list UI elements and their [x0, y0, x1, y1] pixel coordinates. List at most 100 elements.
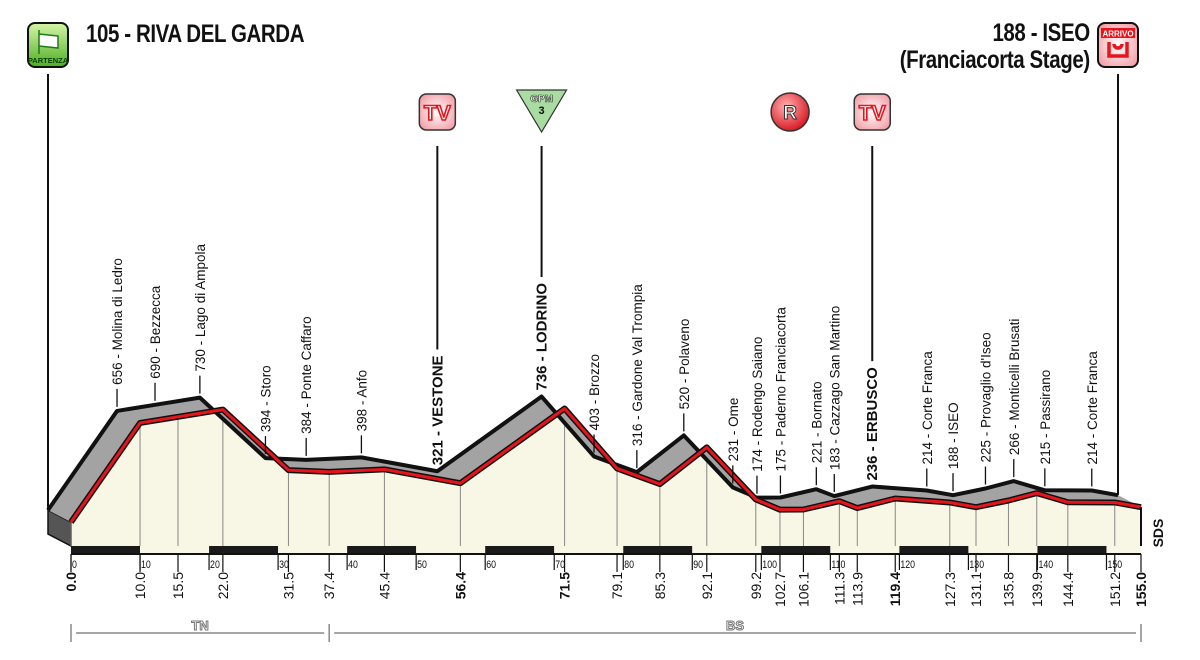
place-label: 520 - Polaveno: [677, 319, 692, 410]
km-point-label: 56.4: [452, 572, 468, 599]
finish-rider-icon: [1107, 42, 1129, 58]
km-point-label: 139.9: [1029, 572, 1045, 607]
place-label: 214 - Corte Franca: [1085, 351, 1100, 465]
km-point-label: 45.4: [376, 572, 392, 599]
km-point-label: 106.1: [795, 572, 811, 607]
sprint-marker-icon: [770, 92, 810, 132]
region-label: BS: [726, 618, 744, 633]
place-label: 231 - Ome: [726, 398, 741, 462]
km-strip-segment: [485, 546, 555, 553]
place-label: 394 - Storo: [258, 365, 273, 432]
place-label: 188 - ISEO: [946, 402, 961, 469]
gpm-label: GPM: [530, 94, 553, 105]
finish-banner: [1101, 28, 1135, 38]
km-strip-segment: [968, 546, 1038, 553]
km-point-label: 15.5: [170, 572, 186, 599]
km-strip-segment: [278, 546, 348, 553]
km-tick-label: 100: [762, 559, 777, 571]
km-point-label: 79.1: [609, 572, 625, 599]
km-point-label: 102.7: [772, 572, 788, 607]
finish-icon-label: ARRIVO: [1102, 30, 1133, 39]
km-strip-segment: [830, 546, 900, 553]
km-tick-label: 110: [831, 559, 845, 571]
km-tick-label: 60: [486, 559, 496, 571]
km-tick-label: 40: [348, 559, 358, 571]
place-label: 175 - Paderno Franciacorta: [773, 307, 788, 472]
km-strip-segment: [761, 546, 831, 553]
km-strip-segment: [347, 546, 417, 553]
start-title: 105 - RIVA DEL GARDA: [86, 20, 305, 48]
km-tick-label: 130: [969, 559, 984, 571]
finish-town: 188 - ISEO: [992, 19, 1091, 47]
place-label: 183 - Cazzago San Martino: [827, 306, 842, 470]
km-point-label: 151.2: [1107, 572, 1123, 607]
km-point-label: 131.1: [968, 572, 984, 607]
km-point-label: 135.8: [1000, 572, 1016, 607]
km-strip-segment: [71, 546, 141, 553]
km-strip-segment: [416, 546, 486, 553]
km-point-label: 119.4: [887, 572, 903, 606]
route-line: [69, 407, 1142, 523]
km-point-label: 113.9: [849, 572, 865, 606]
place-label: 215 - Passirano: [1038, 370, 1053, 465]
km-point-label: 92.1: [699, 572, 715, 599]
km-tick-label: 80: [624, 559, 634, 571]
checkered-flag-icon: [38, 30, 59, 54]
km-strip-segment: [209, 546, 279, 553]
finish-subtitle: (Franciacorta Stage): [899, 46, 1090, 74]
place-label-major: 236 - ERBUSCO: [864, 367, 881, 481]
place-label: 690 - Bezzecca: [148, 285, 163, 379]
place-label-major: 321 - VESTONE: [429, 355, 446, 465]
km-tick-label: 50: [417, 559, 427, 571]
place-label: 398 - Anfo: [354, 370, 369, 432]
km-point-label: 111.3: [831, 572, 847, 605]
km-point-label: 127.3: [942, 572, 958, 607]
place-label: 214 - Corte Franca: [920, 351, 935, 465]
km-point-label: 31.5: [280, 572, 296, 599]
km-point-label: 37.4: [321, 572, 337, 599]
tv-marker-icon: [418, 93, 457, 131]
km-strip-segment: [692, 546, 762, 553]
place-label: 316 - Gardone Val Trompia: [630, 284, 645, 446]
km-point-label: 144.4: [1060, 572, 1076, 607]
place-label: 174 - Rodengo Saiano: [750, 337, 765, 472]
profile-back-edge: [46, 394, 1119, 512]
start-icon-label: PARTENZA: [28, 56, 69, 65]
km-strip-segment: [1037, 546, 1107, 553]
tv-marker-label: TV: [424, 102, 451, 125]
region-label: TN: [191, 618, 208, 633]
km-tick-label: 20: [210, 559, 220, 571]
km-point-label: 0.0: [63, 572, 79, 592]
tv-marker-label: TV: [859, 102, 886, 125]
km-strip-segment: [140, 546, 210, 553]
km-strip-segment: [899, 546, 969, 553]
km-point-label: 85.3: [652, 572, 668, 599]
place-label: 730 - Lago di Ampola: [193, 244, 208, 372]
place-label: 384 - Ponte Caffaro: [299, 316, 314, 434]
finish-title: 188 - ISEO (Franciacorta Stage): [900, 20, 1090, 74]
place-label-major: 736 - LODRINO: [534, 283, 551, 391]
km-point-label: 22.0: [215, 572, 231, 599]
sds-signature: SDS: [1150, 519, 1166, 548]
place-label: 403 - Brozzo: [587, 354, 602, 431]
ground-fill: [71, 408, 1141, 546]
km-tick-label: 120: [900, 559, 915, 571]
km-strip-segment: [623, 546, 693, 553]
place-label: 221 - Bornato: [809, 381, 824, 463]
place-label: 266 - Monticelli Brusati: [1007, 319, 1022, 456]
place-label: 225 - Provaglio d'Iseo: [978, 332, 993, 462]
gpm-category: 3: [539, 105, 545, 117]
km-point-label: 71.5: [557, 572, 573, 599]
gpm-climb-icon: [515, 89, 568, 134]
place-label: 656 - Molina di Ledro: [110, 258, 125, 385]
km-point-label: 10.0: [132, 572, 148, 599]
km-tick-label: 10: [141, 559, 151, 571]
km-tick-label: 90: [693, 559, 703, 571]
sprint-marker-label: R: [783, 103, 797, 124]
road-surface: [48, 396, 1141, 523]
tv-marker-icon: [853, 93, 891, 131]
km-strip-segment: [554, 546, 624, 553]
km-tick-label: 0: [72, 559, 77, 571]
